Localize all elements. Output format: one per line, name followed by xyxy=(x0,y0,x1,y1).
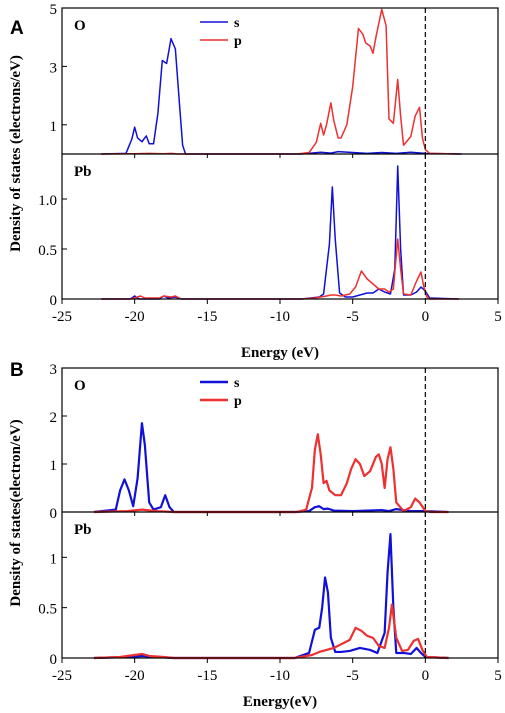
panel-letter: A xyxy=(10,18,24,39)
y-tick-label: 0.5 xyxy=(38,243,57,259)
x-tick-label: -20 xyxy=(125,668,145,684)
series-s-line xyxy=(101,37,462,155)
subplot-o: 0 1 2 3O xyxy=(50,362,449,522)
series-p-line xyxy=(101,238,459,300)
y-tick-label: 3 xyxy=(50,60,58,76)
series-p-line xyxy=(93,603,449,660)
y-tick-label: 0 xyxy=(50,652,58,668)
subplot-pb: 0 0.5 1.0 Pb xyxy=(38,154,459,309)
series-s-line xyxy=(93,533,449,660)
y-tick-label: 2 xyxy=(50,410,58,426)
x-tick-label: 0 xyxy=(422,668,430,684)
legend-label-s: s xyxy=(234,16,240,31)
y-axis-label: Density of states (electrons/eV) xyxy=(8,55,24,252)
subplot-label: O xyxy=(74,378,86,394)
legend: sp xyxy=(200,376,242,409)
legend: sp xyxy=(200,16,242,49)
x-tick-label: -10 xyxy=(270,309,290,325)
legend-label-p: p xyxy=(234,34,242,49)
x-tick-label: -25 xyxy=(52,309,72,325)
panel-letter: B xyxy=(10,360,24,381)
x-tick-label: 5 xyxy=(494,668,502,684)
panel-b: B 0 1 2 3O 0 0.5 1 Pb -25 -20 -15 -10 -5 0 5 Energy(eV) D… xyxy=(8,360,502,710)
x-tick-label: -15 xyxy=(197,668,217,684)
y-tick-label: 3 xyxy=(50,362,58,378)
series-p-line xyxy=(93,433,449,514)
y-tick-label: 0 xyxy=(50,506,58,522)
subplot-label: Pb xyxy=(74,522,92,538)
y-tick-label: 1 xyxy=(50,119,58,135)
x-tick-label: -25 xyxy=(52,668,72,684)
subplot-pb: 0 0.5 1 Pb xyxy=(38,512,449,668)
y-tick-label: 1 xyxy=(50,458,58,474)
x-tick-label: -10 xyxy=(270,668,290,684)
subplot-label: O xyxy=(74,18,86,34)
y-tick-label: 1 xyxy=(50,551,58,567)
series-s-line xyxy=(101,165,459,300)
x-tick-label: -20 xyxy=(125,309,145,325)
x-tick-label: -5 xyxy=(346,309,359,325)
x-tick-label: -15 xyxy=(197,309,217,325)
subplot-o: 1 3 5O xyxy=(50,2,462,155)
subplot-label: Pb xyxy=(74,164,92,180)
y-tick-label: 1.0 xyxy=(38,193,57,209)
x-tick-label: 5 xyxy=(494,309,502,325)
x-tick-label: -5 xyxy=(346,668,359,684)
y-tick-label: 5 xyxy=(50,2,58,18)
y-tick-label: 0 xyxy=(50,293,58,309)
x-axis-label: Energy (eV) xyxy=(241,345,319,361)
x-tick-label: 0 xyxy=(422,309,430,325)
y-axis-label: Density of states(electron/eV) xyxy=(8,419,24,606)
x-axis-label: Energy(eV) xyxy=(243,694,317,710)
legend-label-p: p xyxy=(234,394,242,409)
y-tick-label: 0.5 xyxy=(38,602,57,618)
legend-label-s: s xyxy=(234,376,240,391)
